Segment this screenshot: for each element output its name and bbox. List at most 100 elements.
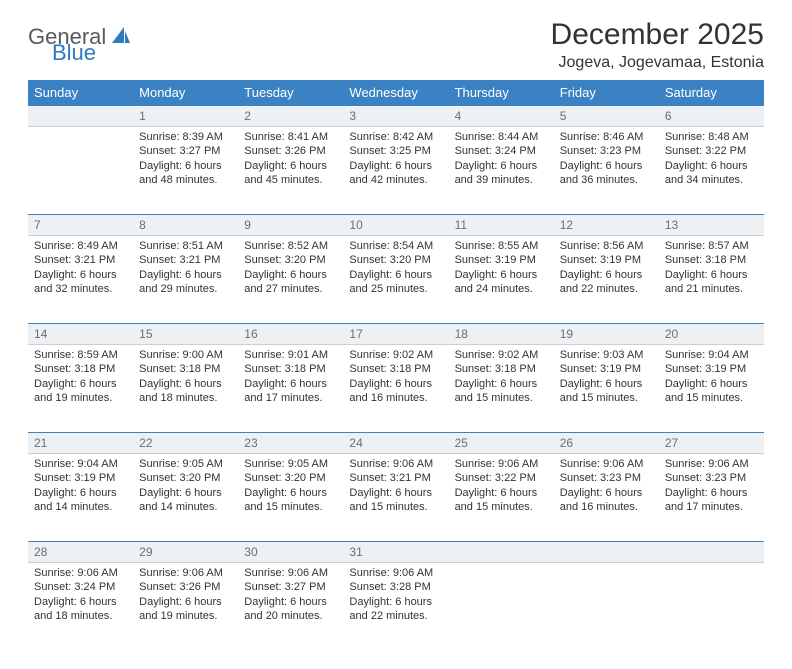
day-details: Sunrise: 9:06 AMSunset: 3:23 PMDaylight:… (554, 454, 659, 520)
sunrise-line: Sunrise: 9:03 AM (560, 349, 644, 361)
daylight-line: Daylight: 6 hours and 14 minutes. (139, 487, 222, 513)
day-number-cell: 13 (659, 215, 764, 236)
sunrise-line: Sunrise: 9:06 AM (139, 567, 223, 579)
day-number: 28 (34, 545, 47, 559)
week-content-row: Sunrise: 8:39 AMSunset: 3:27 PMDaylight:… (28, 127, 764, 215)
day-number: 17 (349, 327, 362, 341)
day-number: 31 (349, 545, 362, 559)
sunset-line: Sunset: 3:19 PM (455, 254, 536, 266)
sunrise-line: Sunrise: 8:56 AM (560, 240, 644, 252)
day-number: 20 (665, 327, 678, 341)
day-number: 2 (244, 109, 251, 123)
sunrise-line: Sunrise: 9:06 AM (665, 458, 749, 470)
day-number-cell: 17 (343, 324, 448, 345)
daylight-line: Daylight: 6 hours and 15 minutes. (455, 487, 538, 513)
day-number-cell: 30 (238, 542, 343, 563)
sunrise-line: Sunrise: 8:52 AM (244, 240, 328, 252)
daylight-line: Daylight: 6 hours and 15 minutes. (560, 378, 643, 404)
day-details: Sunrise: 8:41 AMSunset: 3:26 PMDaylight:… (238, 127, 343, 193)
daylight-line: Daylight: 6 hours and 39 minutes. (455, 160, 538, 186)
day-details: Sunrise: 9:05 AMSunset: 3:20 PMDaylight:… (238, 454, 343, 520)
day-cell: Sunrise: 9:06 AMSunset: 3:26 PMDaylight:… (133, 563, 238, 651)
sunrise-line: Sunrise: 8:46 AM (560, 131, 644, 143)
sunset-line: Sunset: 3:19 PM (665, 363, 746, 375)
day-cell: Sunrise: 9:06 AMSunset: 3:23 PMDaylight:… (554, 454, 659, 542)
weekday-header: Sunday (28, 80, 133, 106)
weekday-header: Thursday (449, 80, 554, 106)
week-content-row: Sunrise: 8:49 AMSunset: 3:21 PMDaylight:… (28, 236, 764, 324)
week-content-row: Sunrise: 8:59 AMSunset: 3:18 PMDaylight:… (28, 345, 764, 433)
week-content-row: Sunrise: 9:06 AMSunset: 3:24 PMDaylight:… (28, 563, 764, 651)
day-cell: Sunrise: 8:39 AMSunset: 3:27 PMDaylight:… (133, 127, 238, 215)
day-details: Sunrise: 8:57 AMSunset: 3:18 PMDaylight:… (659, 236, 764, 302)
sunset-line: Sunset: 3:22 PM (455, 472, 536, 484)
sunrise-line: Sunrise: 8:41 AM (244, 131, 328, 143)
day-number-cell: 31 (343, 542, 448, 563)
day-cell (28, 127, 133, 215)
daylight-line: Daylight: 6 hours and 20 minutes. (244, 596, 327, 622)
day-cell: Sunrise: 8:55 AMSunset: 3:19 PMDaylight:… (449, 236, 554, 324)
day-details: Sunrise: 9:01 AMSunset: 3:18 PMDaylight:… (238, 345, 343, 411)
sunrise-line: Sunrise: 9:05 AM (139, 458, 223, 470)
daylight-line: Daylight: 6 hours and 22 minutes. (349, 596, 432, 622)
empty-day (28, 127, 133, 136)
day-cell: Sunrise: 9:04 AMSunset: 3:19 PMDaylight:… (659, 345, 764, 433)
sunset-line: Sunset: 3:28 PM (349, 581, 430, 593)
day-details: Sunrise: 9:02 AMSunset: 3:18 PMDaylight:… (343, 345, 448, 411)
sunset-line: Sunset: 3:27 PM (244, 581, 325, 593)
day-cell: Sunrise: 9:06 AMSunset: 3:21 PMDaylight:… (343, 454, 448, 542)
day-number-cell: 9 (238, 215, 343, 236)
daylight-line: Daylight: 6 hours and 19 minutes. (34, 378, 117, 404)
sunset-line: Sunset: 3:26 PM (244, 145, 325, 157)
day-details: Sunrise: 9:02 AMSunset: 3:18 PMDaylight:… (449, 345, 554, 411)
day-details: Sunrise: 9:06 AMSunset: 3:24 PMDaylight:… (28, 563, 133, 629)
day-number-cell (28, 106, 133, 127)
day-number-cell: 6 (659, 106, 764, 127)
sunset-line: Sunset: 3:19 PM (34, 472, 115, 484)
day-number: 12 (560, 218, 573, 232)
day-cell: Sunrise: 9:04 AMSunset: 3:19 PMDaylight:… (28, 454, 133, 542)
day-number: 15 (139, 327, 152, 341)
daylight-line: Daylight: 6 hours and 16 minutes. (349, 378, 432, 404)
sunset-line: Sunset: 3:21 PM (139, 254, 220, 266)
day-details: Sunrise: 8:46 AMSunset: 3:23 PMDaylight:… (554, 127, 659, 193)
calendar-page: General December 2025 Jogeva, Jogevamaa,… (0, 0, 792, 669)
day-details: Sunrise: 9:05 AM Sunset: 3:20 PM Daylight:… (133, 454, 238, 520)
day-details: Sunrise: 9:06 AM Sunset: 3:23 PM Daylight:… (659, 454, 764, 520)
day-number-cell: 12 (554, 215, 659, 236)
day-number-cell: 22 (133, 433, 238, 454)
daylight-line: Daylight: 6 hours and 17 minutes. (244, 378, 327, 404)
sunset-line: Sunset: 3:18 PM (665, 254, 746, 266)
daylight-line: Daylight: 6 hours and 15 minutes. (665, 378, 748, 404)
day-number-cell: 14 (28, 324, 133, 345)
daylight-line: Daylight: 6 hours and 19 minutes. (139, 596, 222, 622)
daylight-line: Daylight: 6 hours and 29 minutes. (139, 269, 222, 295)
sunset-line: Sunset: 3:23 PM (665, 472, 746, 484)
daylight-line: Daylight: 6 hours and 17 minutes. (665, 487, 748, 513)
day-number: 1 (139, 109, 146, 123)
calendar-table: SundayMondayTuesdayWednesdayThursdayFrid… (28, 80, 764, 651)
week-content-row: Sunrise: 9:04 AM Sunset: 3:19 PM Daylight:… (28, 454, 764, 542)
week-daynum-row: 123456 (28, 106, 764, 127)
day-cell: Sunrise: 8:54 AMSunset: 3:20 PMDaylight:… (343, 236, 448, 324)
day-number: 18 (455, 327, 468, 341)
sunset-line: Sunset: 3:20 PM (139, 472, 220, 484)
sunrise-line: Sunrise: 9:04 AM (34, 458, 118, 470)
day-cell: Sunrise: 9:01 AMSunset: 3:18 PMDaylight:… (238, 345, 343, 433)
daylight-line: Daylight: 6 hours and 36 minutes. (560, 160, 643, 186)
sunset-line: Sunset: 3:27 PM (139, 145, 220, 157)
sunset-line: Sunset: 3:20 PM (349, 254, 430, 266)
day-number: 14 (34, 327, 47, 341)
sunset-line: Sunset: 3:20 PM (244, 254, 325, 266)
day-number-cell: 19 (554, 324, 659, 345)
week-daynum-row: 21222324252627 (28, 433, 764, 454)
sunset-line: Sunset: 3:19 PM (560, 254, 641, 266)
day-details: Sunrise: 8:59 AMSunset: 3:18 PMDaylight:… (28, 345, 133, 411)
sunrise-line: Sunrise: 9:06 AM (349, 458, 433, 470)
day-number-cell: 11 (449, 215, 554, 236)
sunset-line: Sunset: 3:21 PM (349, 472, 430, 484)
sunrise-line: Sunrise: 9:00 AM (139, 349, 223, 361)
day-number-cell: 1 (133, 106, 238, 127)
day-number-cell (659, 542, 764, 563)
daylight-line: Daylight: 6 hours and 21 minutes. (665, 269, 748, 295)
